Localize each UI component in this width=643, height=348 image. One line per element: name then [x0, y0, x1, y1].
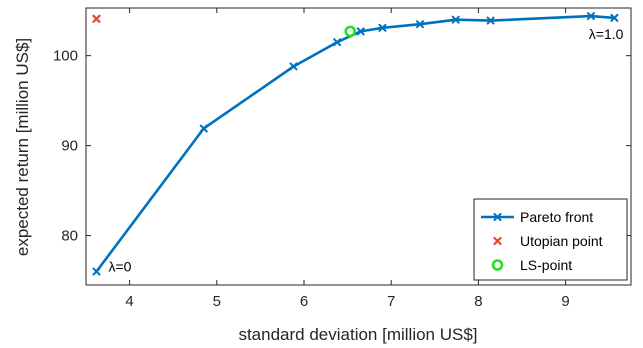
- pareto-front-point: [451, 15, 460, 24]
- marker-stroke: [199, 124, 208, 133]
- x-tick-label: 4: [125, 293, 133, 310]
- pareto-front-point: [289, 62, 298, 71]
- y-tick-label: 80: [61, 228, 78, 245]
- legend-marker: [491, 259, 504, 271]
- x-axis-label: standard deviation [million US$]: [238, 325, 477, 344]
- marker-stroke: [586, 12, 595, 21]
- marker-stroke: [451, 15, 460, 24]
- pareto-front-point: [415, 20, 424, 29]
- y-tick-label: 90: [61, 138, 78, 155]
- marker-stroke: [493, 236, 502, 246]
- y-axis-label: expected return [million US$]: [13, 38, 32, 256]
- pareto-front-point: [356, 27, 365, 36]
- legend-item: Pareto front: [481, 209, 593, 225]
- pareto-front-point: [486, 16, 495, 25]
- lambda-annotation: λ=0: [108, 259, 131, 275]
- marker-stroke: [610, 13, 619, 22]
- pareto-front-point: [199, 124, 208, 133]
- legend-label: Pareto front: [520, 209, 593, 225]
- axis-tick-labels: 4 5 6 7 8 9 80 90 100: [53, 48, 570, 310]
- marker-stroke: [92, 267, 101, 276]
- pareto-front-point: [92, 267, 101, 276]
- axis-ticks: [86, 8, 631, 285]
- series-layer: [92, 12, 619, 276]
- pareto-front-point: [378, 23, 387, 32]
- x-tick-label: 5: [213, 293, 221, 310]
- x-tick-label: 9: [561, 293, 569, 310]
- pareto-front-point: [333, 38, 342, 47]
- x-tick-label: 7: [387, 293, 395, 310]
- utopian-point-marker: [92, 14, 101, 23]
- pareto-front-point: [586, 12, 595, 21]
- x-tick-label: 6: [300, 293, 308, 310]
- y-tick-label: 100: [53, 48, 78, 65]
- legend-label: Utopian point: [520, 233, 603, 249]
- ls-point-marker: [344, 25, 357, 38]
- marker-stroke: [289, 62, 298, 71]
- lambda-annotation: λ=1.0: [589, 26, 624, 42]
- annotation-layer: λ=0 λ=1.0: [108, 26, 623, 275]
- marker-stroke: [378, 23, 387, 32]
- marker-stroke: [486, 16, 495, 25]
- marker-stroke: [92, 14, 101, 23]
- legend-item: Utopian point: [493, 233, 603, 249]
- pareto-front-point: [610, 13, 619, 22]
- legend: Pareto front Utopian point LS-point: [473, 198, 628, 281]
- marker-stroke: [415, 20, 424, 29]
- legend-label: LS-point: [520, 257, 572, 273]
- legend-marker: [493, 213, 502, 221]
- marker-stroke: [333, 38, 342, 47]
- marker-stroke: [356, 27, 365, 36]
- legend-marker: [493, 236, 502, 246]
- legend-item: LS-point: [491, 257, 572, 273]
- marker-stroke: [493, 213, 502, 221]
- x-tick-label: 8: [474, 293, 482, 310]
